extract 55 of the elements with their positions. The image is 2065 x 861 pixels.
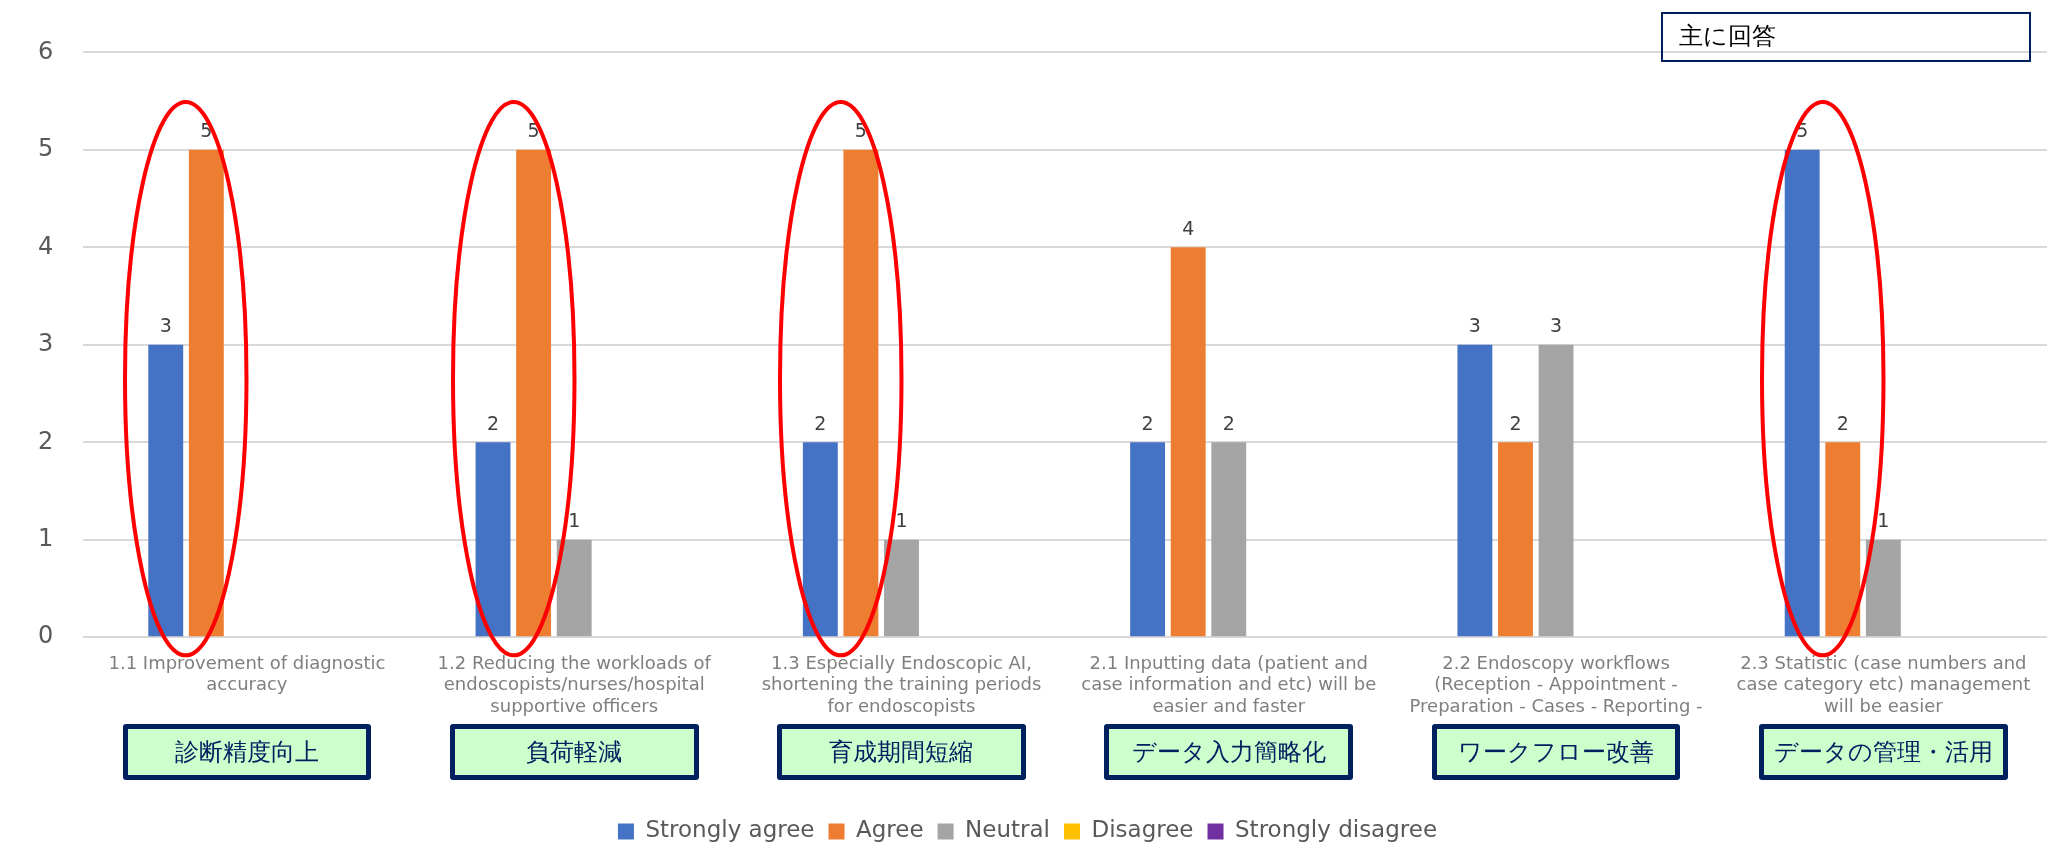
bar xyxy=(556,539,592,637)
bar xyxy=(1170,247,1206,637)
bar xyxy=(1130,442,1166,637)
text: 負荷軽減 xyxy=(449,724,699,780)
data-label: 1 xyxy=(1877,509,1890,532)
text: データ入力簡略化 xyxy=(1104,724,1354,780)
x-tick-label: 1.2 Reducing the workloads of endoscopists/nurses/hospital supportive officers xyxy=(437,651,712,716)
data-label: 3 xyxy=(159,314,172,337)
bar xyxy=(802,442,838,637)
bar xyxy=(1457,344,1493,637)
legend-label: Disagree xyxy=(1091,816,1194,843)
data-label: 3 xyxy=(1550,314,1563,337)
x-tick-label: 2.3 Statistic (case numbers and case category etc) management will be easier xyxy=(1736,651,2031,716)
bar xyxy=(188,149,224,637)
bar xyxy=(1211,442,1247,637)
data-label: 2 xyxy=(1222,411,1235,434)
text: 診断精度向上 xyxy=(122,724,372,780)
data-label: 2 xyxy=(1141,411,1154,434)
bar xyxy=(148,344,184,637)
y-tick-label: 1 xyxy=(37,523,54,552)
x-tick-label: 2.2 Endoscopy workflows (Reception - Appointment - Preparation - Cases - Reporting - xyxy=(1409,651,1703,716)
data-label: 3 xyxy=(1468,314,1481,337)
bar xyxy=(475,442,511,637)
legend-label: Agree xyxy=(856,816,924,843)
x-tick-label: 1.3 Especially Endoscopic AI, shortening the training periods for endoscopists xyxy=(761,651,1042,716)
text: ワークフロー改善 xyxy=(1431,724,1681,780)
bar xyxy=(1865,539,1901,637)
bar xyxy=(1498,442,1533,637)
legend-label: Strongly disagree xyxy=(1235,816,1438,843)
data-label: 4 xyxy=(1182,216,1195,239)
bar xyxy=(1825,442,1861,637)
y-tick-label: 2 xyxy=(37,426,54,455)
y-tick-label: 5 xyxy=(37,134,54,163)
bar xyxy=(884,539,919,637)
data-label: 1 xyxy=(568,509,581,532)
data-label: 2 xyxy=(1509,411,1522,434)
legend-label: Neutral xyxy=(965,816,1050,843)
data-label: 2 xyxy=(814,411,827,434)
legend-label: Strongly agree xyxy=(645,816,815,843)
text: 育成期間短縮 xyxy=(777,724,1026,780)
text: データの管理・活用 xyxy=(1758,724,2008,780)
bar xyxy=(1784,149,1820,637)
y-tick-label: 4 xyxy=(37,231,54,260)
bar xyxy=(516,149,552,637)
data-label: 2 xyxy=(486,411,500,434)
x-tick-label: 2.1 Inputting data (patient and case information and etc) will be easier and faster xyxy=(1081,651,1377,716)
bar xyxy=(843,149,879,637)
note-box: 主に回答 xyxy=(1661,12,2031,62)
data-label: 1 xyxy=(895,509,908,532)
x-tick-label: 1.1 Improvement of diagnostic accuracy xyxy=(108,651,386,695)
y-tick-label: 0 xyxy=(37,621,54,650)
bar xyxy=(1538,344,1574,637)
y-tick-label: 3 xyxy=(37,329,54,358)
data-label: 2 xyxy=(1836,411,1849,434)
y-tick-label: 6 xyxy=(37,36,54,65)
